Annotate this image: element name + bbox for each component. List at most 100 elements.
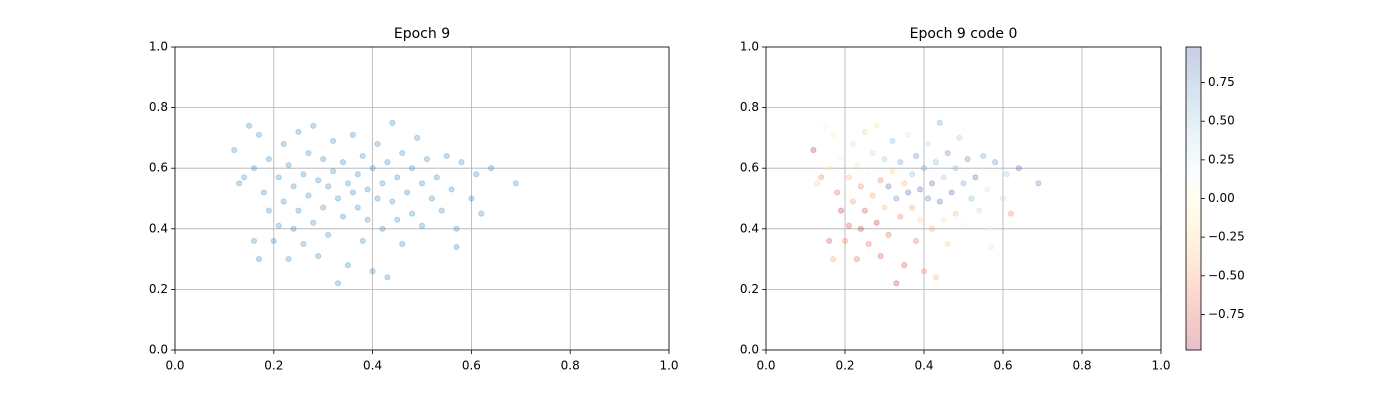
- point: [928, 180, 936, 187]
- point: [443, 152, 450, 160]
- point: [999, 195, 1007, 202]
- point: [305, 192, 312, 199]
- point: [916, 186, 924, 193]
- x-tick-label: 0.6: [993, 359, 1012, 373]
- point: [384, 159, 391, 166]
- x-tick-label: 0.0: [165, 359, 184, 373]
- point: [885, 231, 892, 238]
- point: [853, 256, 860, 263]
- point: [853, 162, 860, 169]
- point: [913, 237, 920, 245]
- x-tick-label: 0.0: [756, 359, 775, 373]
- y-tick-label: 0.0: [149, 343, 168, 357]
- point: [849, 198, 857, 205]
- point: [960, 180, 967, 187]
- point: [893, 195, 900, 202]
- point: [869, 149, 876, 157]
- point: [845, 222, 853, 229]
- point: [940, 216, 947, 223]
- point: [924, 140, 932, 148]
- point: [837, 207, 845, 214]
- point: [936, 119, 943, 126]
- point: [305, 149, 312, 157]
- point: [822, 122, 829, 129]
- plot-frame: [174, 46, 670, 351]
- point: [329, 137, 337, 145]
- point: [893, 280, 900, 287]
- point: [310, 122, 317, 129]
- point: [980, 152, 987, 160]
- colorbar-tick-label: −0.75: [1208, 307, 1245, 321]
- colorbar-tick-label: −0.50: [1208, 268, 1245, 282]
- point: [344, 262, 351, 269]
- point: [349, 131, 356, 138]
- point: [344, 180, 351, 187]
- y-tick-label: 0.2: [740, 282, 759, 296]
- point: [300, 171, 307, 178]
- point: [885, 183, 892, 190]
- point: [920, 268, 928, 275]
- point: [241, 174, 248, 181]
- point: [359, 237, 366, 245]
- point: [310, 219, 317, 226]
- point: [374, 195, 381, 202]
- point: [478, 210, 485, 217]
- point: [329, 168, 337, 175]
- x-tick-label: 0.6: [462, 359, 481, 373]
- point: [889, 137, 896, 145]
- point: [339, 159, 347, 166]
- point: [956, 134, 963, 141]
- point: [349, 189, 356, 196]
- point: [873, 122, 880, 129]
- point: [869, 192, 876, 199]
- point: [1035, 180, 1042, 187]
- point: [379, 225, 386, 232]
- point: [458, 159, 465, 166]
- point: [354, 204, 361, 211]
- y-tick-label: 0.8: [740, 100, 759, 114]
- point: [295, 128, 302, 135]
- point: [1007, 210, 1015, 217]
- point: [810, 146, 817, 154]
- y-tick-label: 0.4: [149, 221, 168, 235]
- point: [255, 131, 263, 138]
- x-tick-label: 1.0: [1151, 359, 1170, 373]
- point: [826, 237, 833, 245]
- point: [315, 177, 322, 184]
- colorbar: [1186, 47, 1201, 350]
- point: [438, 207, 445, 214]
- point: [453, 243, 460, 251]
- point: [1003, 171, 1011, 178]
- point: [325, 231, 332, 238]
- point: [861, 207, 868, 214]
- point: [404, 189, 411, 196]
- point: [897, 213, 904, 220]
- point: [409, 210, 416, 217]
- point: [924, 195, 932, 202]
- point: [984, 186, 991, 193]
- point: [418, 222, 426, 229]
- point: [389, 119, 396, 126]
- colorbar-tick-label: −0.25: [1208, 230, 1245, 244]
- point: [265, 207, 272, 214]
- point: [468, 195, 475, 202]
- point: [428, 195, 435, 202]
- point: [433, 174, 440, 181]
- point: [857, 183, 864, 190]
- point: [905, 189, 912, 196]
- point: [374, 140, 381, 148]
- point: [399, 240, 406, 248]
- x-tick-label: 0.2: [264, 359, 283, 373]
- point: [857, 225, 864, 232]
- point: [881, 156, 888, 163]
- point: [901, 262, 908, 269]
- point: [968, 195, 975, 202]
- point: [916, 216, 924, 223]
- point: [512, 180, 519, 187]
- y-tick-label: 0.0: [740, 343, 759, 357]
- point: [280, 140, 287, 148]
- point: [976, 207, 983, 214]
- point: [988, 243, 995, 251]
- point: [369, 165, 376, 172]
